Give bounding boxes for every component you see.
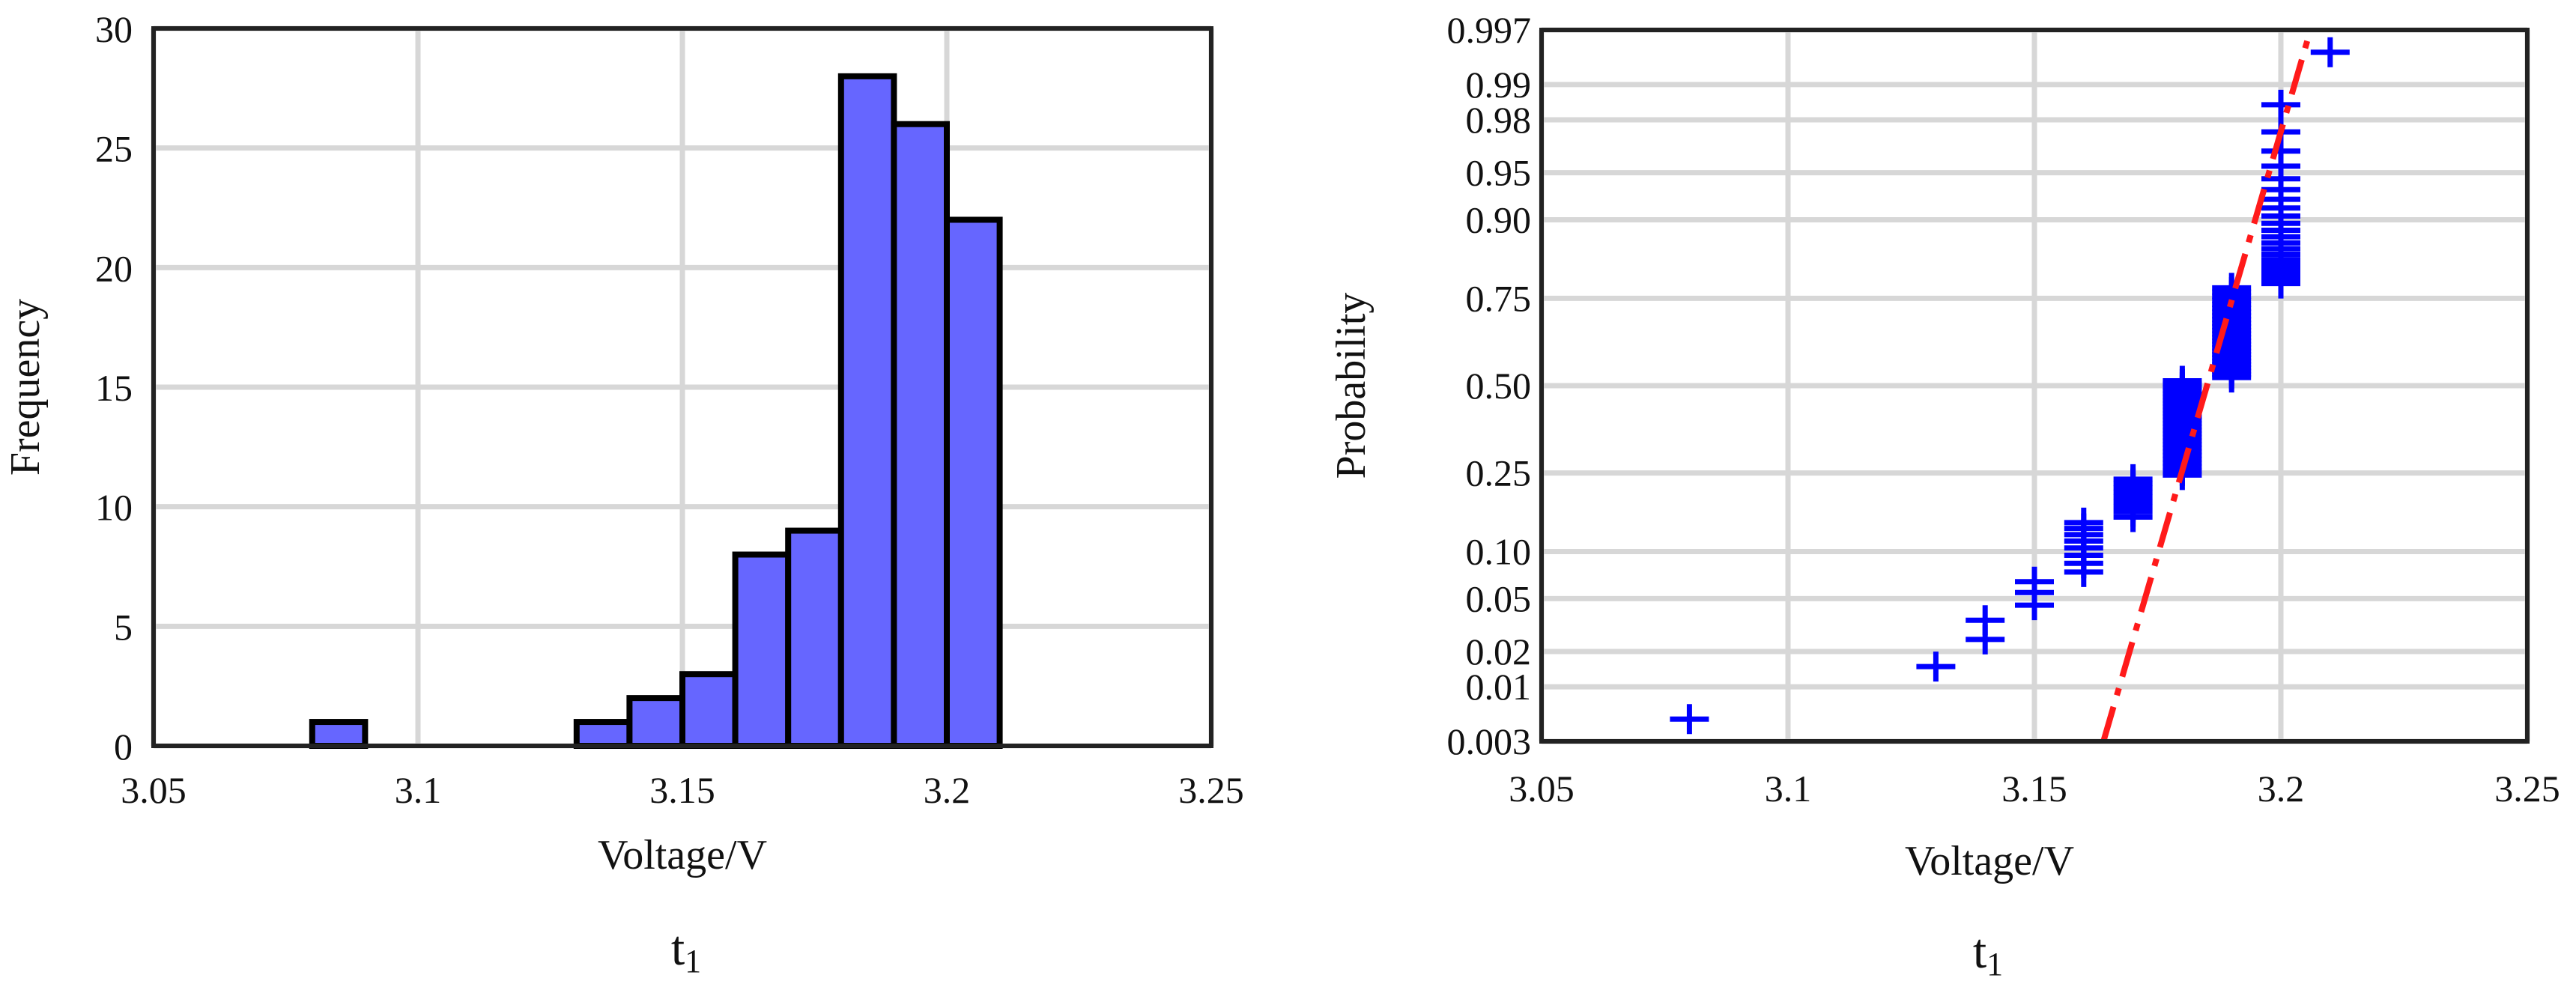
histogram-x-axis-label: Voltage/V [598,832,767,878]
probability-plot-y-tick-label: 0.75 [1466,277,1532,319]
histogram-bar [626,695,686,750]
probability-plot-y-tick-label: 0.95 [1466,152,1532,194]
probability-plot-marker [2212,273,2252,303]
probability-plot-y-tick-label: 0.50 [1466,365,1532,407]
probability-plot-y-tick-label: 0.003 [1447,720,1532,762]
probability-plot-caption-subscript: 1 [1986,946,2003,983]
probability-plot-marker [1966,605,2005,636]
histogram-caption: t1 [671,921,701,980]
histogram-grid [151,25,1214,749]
probability-plot-marker [2261,89,2300,120]
histogram-bar [944,216,1003,749]
histogram-y-tick-label: 5 [114,606,133,648]
probability-plot-marker [1670,704,1709,735]
probability-plot-caption: t1 [1973,924,2003,983]
probability-plot-marker [2310,37,2350,67]
probability-plot-panel: 3.05 3.1 3.15 3.2 3.25 0.003 0.010.02 0.050.10… [1328,9,2560,983]
probability-plot-y-tick-label: 0.05 [1466,577,1532,619]
histogram-bar [309,719,369,749]
histogram-y-tick-labels: 0 5 10 15 20 25 30 [95,8,133,768]
probability-plot-y-tick-label: 0.98 [1466,99,1532,141]
histogram-bars [309,73,1003,750]
histogram-x-tick-label: 3.1 [395,769,442,811]
probability-plot-y-tick-label: 0.01 [1466,666,1532,708]
histogram-x-tick-label: 3.25 [1178,769,1244,811]
histogram-y-tick-label: 15 [95,367,133,409]
probability-plot-frame [1539,28,2530,744]
probability-plot-y-tick-label: 0.02 [1466,631,1532,672]
probability-plot-x-tick-labels: 3.05 3.1 3.15 3.2 3.25 [1509,768,2560,810]
histogram-y-tick-label: 30 [95,8,133,50]
histogram-y-axis-label: Frequency [2,299,49,476]
probability-plot-y-tick-label: 0.99 [1466,64,1532,106]
histogram-bar [573,719,633,749]
histogram-x-tick-label: 3.15 [649,769,715,811]
probability-plot-y-tick-label: 0.25 [1466,452,1532,494]
probability-plot-marker [2163,365,2202,396]
histogram-x-tick-label: 3.05 [121,769,187,811]
probability-plot-caption-main: t [1973,924,1986,979]
probability-plot-y-tick-label: 0.10 [1466,531,1532,573]
probability-plot-marker [1916,652,1956,682]
histogram-caption-main: t [671,921,685,976]
probability-plot-marker [2015,566,2054,597]
histogram-y-tick-label: 25 [95,128,133,170]
probability-plot-x-tick-label: 3.1 [1765,768,1812,810]
histogram-caption-subscript: 1 [685,943,701,980]
histogram-panel: 3.05 3.1 3.15 3.2 3.25 0 5 10 15 20 25 30 Voltage/… [2,8,1244,980]
reference-line [2100,28,2314,743]
probability-plot-y-axis-label: Probability [1328,293,1375,479]
probability-plot-x-tick-label: 3.15 [2001,768,2067,810]
probability-plot-grid [1539,27,2530,744]
probability-plot-x-tick-label: 3.05 [1509,768,1575,810]
probability-plot-y-tick-labels: 0.0030.010.020.050.100.250.500.750.900.9… [1447,9,1532,762]
probability-plot-x-axis-label: Voltage/V [1905,838,2074,884]
histogram-x-tick-label: 3.2 [924,769,971,811]
histogram-y-tick-label: 10 [95,487,133,529]
probability-plot-x-tick-label: 3.25 [2494,768,2560,810]
probability-plot-y-tick-label: 0.997 [1447,9,1532,51]
probability-plot-y-tick-label: 0.90 [1466,198,1532,240]
probability-plot-marker [2064,507,2103,538]
probability-plot-marker [2113,464,2153,494]
histogram-bar [732,551,792,749]
histogram-x-tick-labels: 3.05 3.1 3.15 3.2 3.25 [121,769,1244,811]
probability-plot-x-tick-label: 3.2 [2258,768,2305,810]
histogram-bar [679,671,739,750]
histogram-bar [837,73,897,750]
histogram-bar [785,527,844,749]
histogram-y-tick-label: 20 [95,247,133,289]
histogram-plot-frame [151,26,1213,748]
histogram-bar [891,121,951,749]
histogram-y-tick-label: 0 [114,726,133,768]
